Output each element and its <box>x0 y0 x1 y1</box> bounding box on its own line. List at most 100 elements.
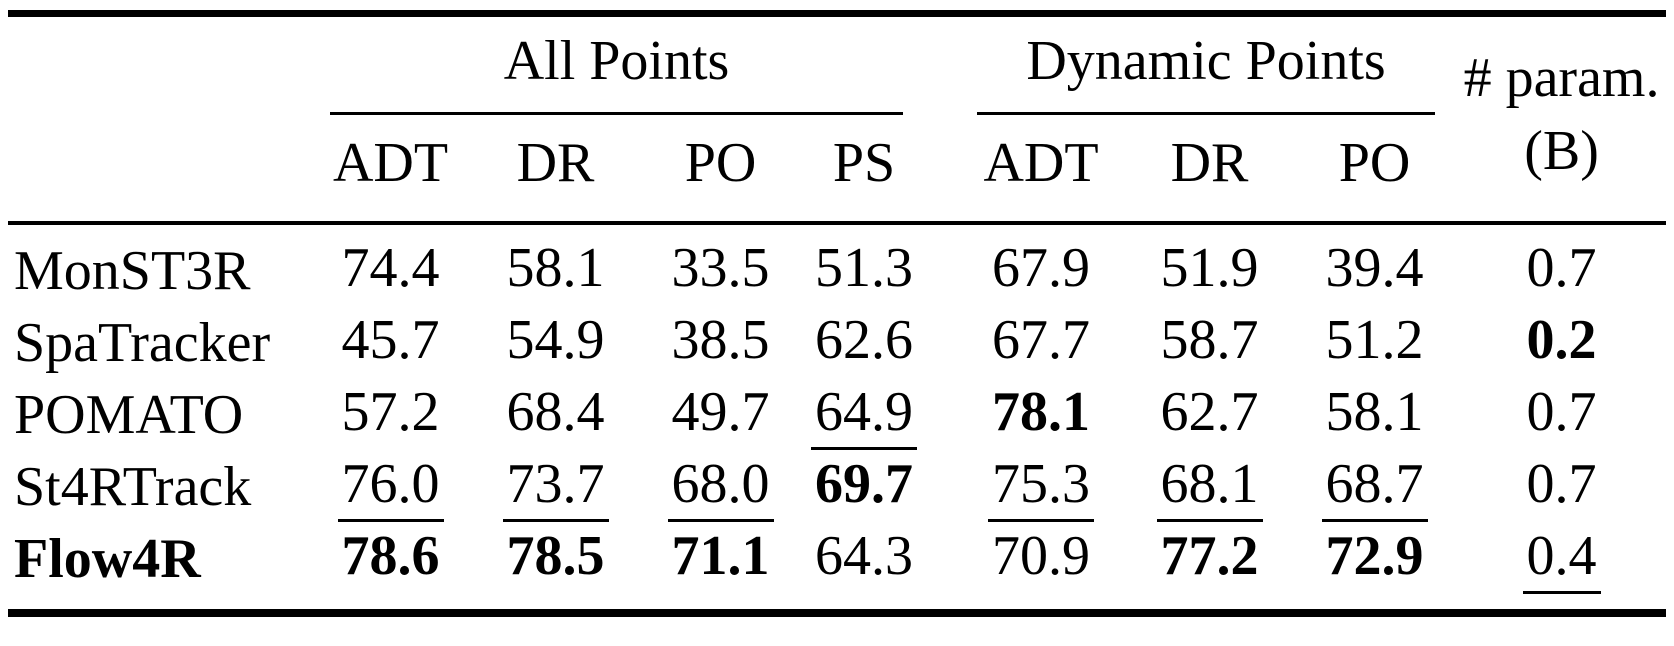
value: 58.1 <box>1325 381 1424 443</box>
value-cell: 0.7 <box>1457 451 1666 523</box>
value-cell: 49.7 <box>638 379 803 451</box>
method-label: MonST3R <box>14 240 251 302</box>
value-cell: 57.2 <box>308 379 473 451</box>
method-cell: POMATO <box>8 379 308 451</box>
value-cell: 33.5 <box>638 223 803 307</box>
param-column-header: # param. (B) <box>1457 13 1667 225</box>
method-label: St4RTrack <box>14 456 252 518</box>
value-cell: 58.1 <box>1292 379 1457 451</box>
value: 45.7 <box>341 309 440 371</box>
results-table: All Points Dynamic Points # param. (B) A… <box>8 10 1667 617</box>
value: 67.9 <box>992 237 1090 299</box>
value-cell: 68.0 <box>638 451 803 523</box>
group-all-points-label: All Points <box>503 30 730 92</box>
value-cell: 0.7 <box>1457 379 1666 451</box>
table-row-flow4r: Flow4R 78.6 78.5 71.1 64.3 70.9 77.2 72.… <box>8 523 1666 613</box>
value: 68.7 <box>1321 456 1428 522</box>
col-all-dr: DR <box>473 115 638 225</box>
group-dynamic-points-label: Dynamic Points <box>1026 30 1386 92</box>
value: 54.9 <box>506 309 605 371</box>
value-cell: 68.4 <box>473 379 638 451</box>
column-spacer <box>925 13 955 225</box>
subheader-row: ADT DR PO PS ADT DR PO <box>8 115 1666 225</box>
value: 51.3 <box>815 237 913 299</box>
table-row-pomato: POMATO 57.2 68.4 49.7 64.9 78.1 62.7 58.… <box>8 379 1666 451</box>
method-label: Flow4R <box>14 528 201 590</box>
value: 0.4 <box>1522 528 1601 594</box>
value-cell: 45.7 <box>308 307 473 379</box>
value-cell: 68.7 <box>1292 451 1457 523</box>
col-dyn-adt: ADT <box>955 115 1127 225</box>
group-header-row: All Points Dynamic Points # param. (B) <box>8 13 1667 225</box>
col-all-ps: PS <box>803 115 925 225</box>
value-cell: 51.3 <box>803 223 925 307</box>
table-header: All Points Dynamic Points # param. (B) A… <box>8 13 1667 225</box>
value: 68.0 <box>667 456 774 522</box>
param-header-line2: (B) <box>1524 119 1599 182</box>
col-dyn-dr: DR <box>1127 115 1292 225</box>
value: 0.7 <box>1526 453 1597 515</box>
value: 69.7 <box>815 453 913 515</box>
column-spacer <box>925 451 955 523</box>
value: 76.0 <box>337 456 444 522</box>
value: 38.5 <box>671 309 770 371</box>
value: 71.1 <box>671 525 770 587</box>
value: 58.7 <box>1160 309 1259 371</box>
value: 78.5 <box>506 525 605 587</box>
value: 74.4 <box>341 237 440 299</box>
value-cell: 62.7 <box>1127 379 1292 451</box>
value-cell: 77.2 <box>1127 523 1292 613</box>
col-dyn-po: PO <box>1292 115 1458 225</box>
value-cell: 78.1 <box>955 379 1127 451</box>
column-spacer <box>925 379 955 451</box>
value: 51.9 <box>1160 237 1259 299</box>
value-cell: 67.9 <box>955 223 1127 307</box>
value-cell: 76.0 <box>308 451 473 523</box>
method-label: POMATO <box>14 384 244 446</box>
value-cell: 78.6 <box>308 523 473 613</box>
value: 39.4 <box>1325 237 1424 299</box>
method-cell: MonST3R <box>8 223 308 307</box>
value-cell: 64.3 <box>803 523 925 613</box>
group-dynamic-points: Dynamic Points <box>955 14 1457 116</box>
value: 0.7 <box>1526 237 1597 299</box>
value-cell: 51.9 <box>1127 223 1292 307</box>
value: 62.6 <box>815 309 913 371</box>
column-spacer <box>925 523 955 613</box>
value-cell: 70.9 <box>955 523 1127 613</box>
value-cell: 54.9 <box>473 307 638 379</box>
value-cell: 58.1 <box>473 223 638 307</box>
value: 75.3 <box>988 456 1094 522</box>
value-cell: 39.4 <box>1292 223 1457 307</box>
value: 78.6 <box>341 525 440 587</box>
col-all-po: PO <box>638 115 803 225</box>
value-cell: 68.1 <box>1127 451 1292 523</box>
value: 78.1 <box>992 381 1090 443</box>
table-row-spatracker: SpaTracker 45.7 54.9 38.5 62.6 67.7 58.7… <box>8 307 1666 379</box>
value-cell: 38.5 <box>638 307 803 379</box>
col-all-adt: ADT <box>308 115 473 225</box>
value: 33.5 <box>671 237 770 299</box>
value: 57.2 <box>341 381 440 443</box>
value: 49.7 <box>671 381 770 443</box>
value-cell: 0.4 <box>1457 523 1666 613</box>
value-cell: 0.7 <box>1457 223 1666 307</box>
value-cell: 75.3 <box>955 451 1127 523</box>
value: 64.9 <box>811 384 917 450</box>
table-row-monst3r: MonST3R 74.4 58.1 33.5 51.3 67.9 51.9 39… <box>8 223 1666 307</box>
method-cell: Flow4R <box>8 523 308 613</box>
value-cell: 74.4 <box>308 223 473 307</box>
value-cell: 71.1 <box>638 523 803 613</box>
value-cell: 78.5 <box>473 523 638 613</box>
value-cell: 64.9 <box>803 379 925 451</box>
value-cell: 69.7 <box>803 451 925 523</box>
method-cell: SpaTracker <box>8 307 308 379</box>
value: 0.7 <box>1526 381 1597 443</box>
column-spacer <box>925 307 955 379</box>
value: 58.1 <box>506 237 605 299</box>
value-cell: 62.6 <box>803 307 925 379</box>
table-body: MonST3R 74.4 58.1 33.5 51.3 67.9 51.9 39… <box>8 223 1666 613</box>
value: 72.9 <box>1325 525 1424 587</box>
param-header-line1: # param. <box>1463 46 1660 109</box>
